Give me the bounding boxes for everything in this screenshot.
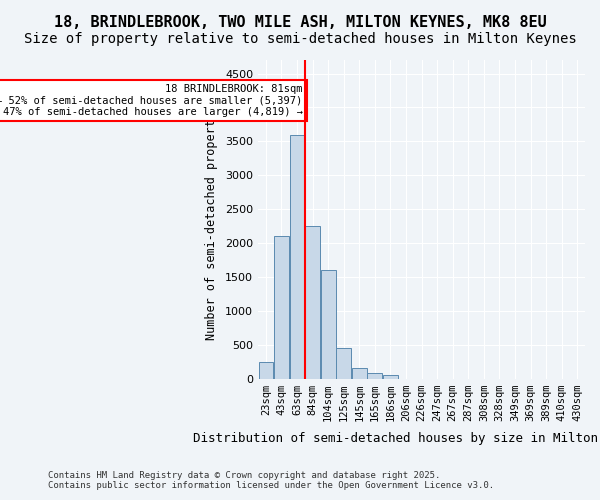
Text: 18 BRINDLEBROOK: 81sqm
← 52% of semi-detached houses are smaller (5,397)
47% of : 18 BRINDLEBROOK: 81sqm ← 52% of semi-det… <box>0 84 302 117</box>
Bar <box>305 226 320 378</box>
Text: Contains HM Land Registry data © Crown copyright and database right 2025.
Contai: Contains HM Land Registry data © Crown c… <box>48 470 494 490</box>
Bar <box>352 368 367 378</box>
Bar <box>290 134 304 378</box>
Bar <box>383 375 398 378</box>
Bar <box>367 374 382 378</box>
Bar <box>337 348 351 378</box>
X-axis label: Distribution of semi-detached houses by size in Milton Keynes: Distribution of semi-detached houses by … <box>193 432 600 445</box>
Bar <box>259 362 274 378</box>
Text: Size of property relative to semi-detached houses in Milton Keynes: Size of property relative to semi-detach… <box>23 32 577 46</box>
Y-axis label: Number of semi-detached properties: Number of semi-detached properties <box>205 98 218 340</box>
Text: 18, BRINDLEBROOK, TWO MILE ASH, MILTON KEYNES, MK8 8EU: 18, BRINDLEBROOK, TWO MILE ASH, MILTON K… <box>53 15 547 30</box>
Bar <box>321 270 335 378</box>
Bar <box>274 236 289 378</box>
